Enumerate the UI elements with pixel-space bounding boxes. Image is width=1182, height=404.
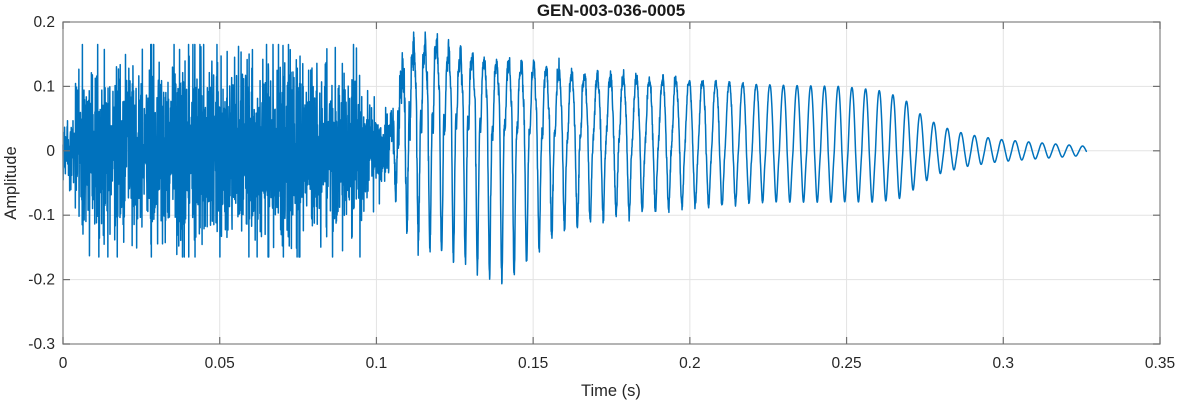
x-tick-label: 0.2: [679, 355, 701, 372]
y-axis-label: Amplitude: [2, 146, 20, 219]
x-tick-label: 0: [59, 355, 68, 372]
x-tick-label: 0.1: [366, 355, 388, 372]
x-tick-label: 0.15: [518, 355, 548, 372]
axes-box: [62, 21, 1161, 345]
axes-layer: [62, 21, 1161, 345]
x-tick-label: 0.25: [831, 355, 861, 372]
y-tick-label: -0.2: [28, 272, 55, 289]
x-tick-label: 0.35: [1145, 355, 1175, 372]
y-tick-label: 0.1: [33, 78, 55, 95]
waveform-line-layer: [62, 31, 1088, 285]
waveform-line: [62, 31, 1088, 285]
x-tick-label: 0.3: [993, 355, 1015, 372]
tick-label-layer: 0 0.05 0.1 0.15 0.2 0.25 0.3 0.35 -0.3 -0.2 -0.1 0 0…: [28, 14, 1175, 372]
x-axis-label: Time (s): [581, 382, 641, 400]
plot-title: GEN-003-036-0005: [537, 1, 685, 20]
y-tick-label: 0: [46, 143, 55, 160]
y-tick-label: -0.3: [28, 336, 55, 353]
y-tick-label: -0.1: [28, 207, 55, 224]
y-tick-label: 0.2: [33, 14, 55, 31]
x-tick-label: 0.05: [205, 355, 235, 372]
